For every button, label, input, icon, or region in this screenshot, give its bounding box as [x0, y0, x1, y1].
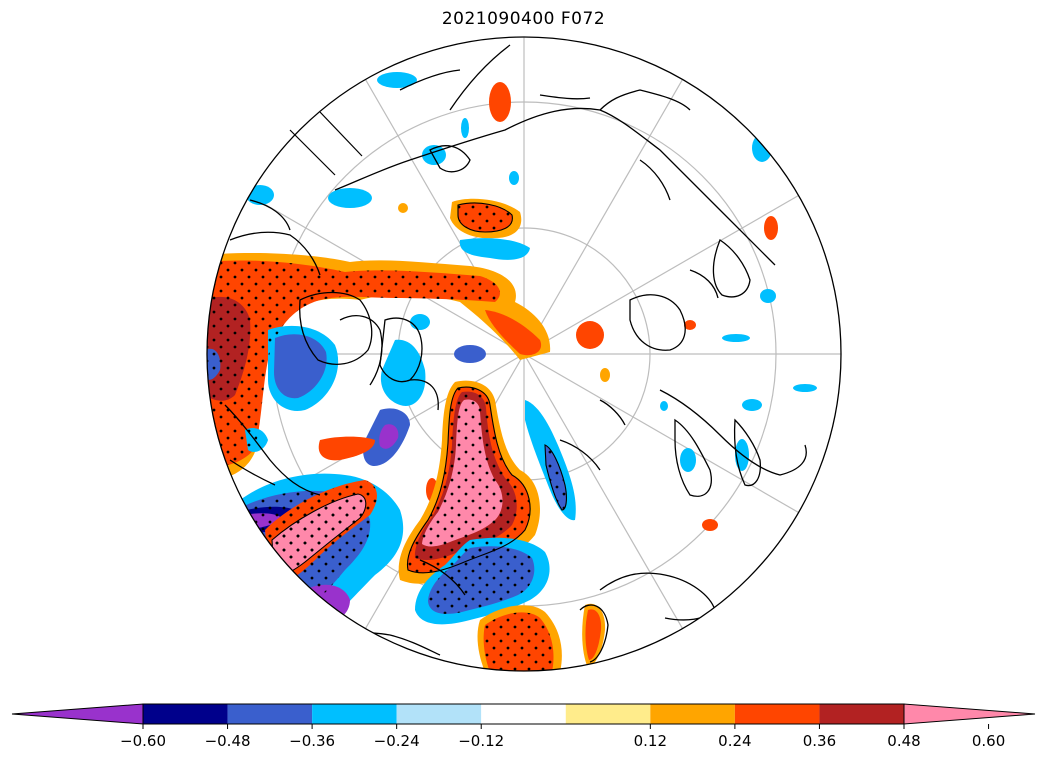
field-region — [702, 519, 718, 531]
colorbar-tick-label: 0.12 — [634, 732, 667, 750]
colorbar-extend-high — [903, 703, 1036, 725]
field-region — [274, 334, 327, 399]
field-region — [600, 368, 610, 382]
map-boundary — [206, 36, 842, 672]
field-region — [722, 334, 750, 342]
colorbar-tick-label: 0.48 — [887, 732, 920, 750]
significance-stipple — [407, 387, 531, 573]
meridian-line — [523, 67, 690, 355]
field-region — [684, 320, 696, 330]
colorbar-box — [565, 704, 651, 724]
coastlines — [224, 44, 807, 663]
plot-title: 2021090400 F072 — [441, 9, 606, 29]
colorbar-box — [312, 704, 397, 724]
colorbar-box — [227, 704, 313, 724]
colorbar-box — [734, 704, 820, 724]
field-region — [377, 72, 417, 88]
significance-stipple — [545, 445, 567, 510]
colorbar-tick-label: 0.36 — [803, 732, 836, 750]
extent-line — [289, 129, 336, 176]
colorbar: −0.60 −0.48 −0.36 −0.24 −0.12 0.12 0.24 0.36 0.4… — [11, 703, 1036, 750]
field-region — [489, 82, 511, 122]
colorbar-tick-label: −0.24 — [374, 732, 420, 750]
colorbar-tick-label: −0.60 — [120, 732, 166, 750]
significance-stipple — [207, 260, 500, 468]
field-region — [461, 118, 469, 138]
meridian-line — [523, 353, 811, 520]
field-region — [742, 399, 762, 411]
field-region — [459, 238, 530, 260]
colorbar-outline — [142, 703, 905, 725]
colorbar-tick-label: 0.60 — [972, 732, 1005, 750]
colorbar-extend-low — [11, 703, 144, 725]
field-region — [576, 321, 604, 349]
colorbar-box — [819, 704, 904, 724]
field-region — [680, 448, 696, 472]
significance-stipple — [458, 203, 513, 232]
field-region — [764, 216, 778, 240]
colorbar-box — [143, 704, 228, 724]
field-region — [509, 171, 519, 185]
field-region — [793, 384, 817, 392]
colorbar-tick-label: −0.12 — [458, 732, 504, 750]
field-region — [660, 401, 668, 411]
field-region — [328, 188, 372, 208]
significance-stipple — [483, 612, 554, 671]
colorbar-tick-label: 0.24 — [718, 732, 751, 750]
colorbar-box — [650, 704, 735, 724]
field-region — [485, 310, 542, 356]
colorbar-box — [396, 704, 482, 724]
field-region — [585, 609, 602, 660]
field-region — [454, 345, 486, 363]
field-region — [318, 436, 375, 461]
extent-line — [319, 111, 363, 157]
field-region — [379, 424, 399, 449]
polar-map — [206, 36, 842, 672]
meridian-line — [523, 353, 690, 641]
contour-lines — [271, 202, 567, 576]
colorbar-tick-label: −0.48 — [205, 732, 251, 750]
field-region — [380, 339, 426, 406]
colorbar-box — [481, 704, 566, 724]
field-region — [760, 289, 776, 303]
colorbar-tick-label: −0.36 — [289, 732, 335, 750]
meridian-line — [523, 188, 811, 355]
field-region — [398, 203, 408, 213]
field-region — [410, 314, 430, 330]
field-region — [752, 134, 772, 162]
significance-stipple — [428, 546, 535, 614]
